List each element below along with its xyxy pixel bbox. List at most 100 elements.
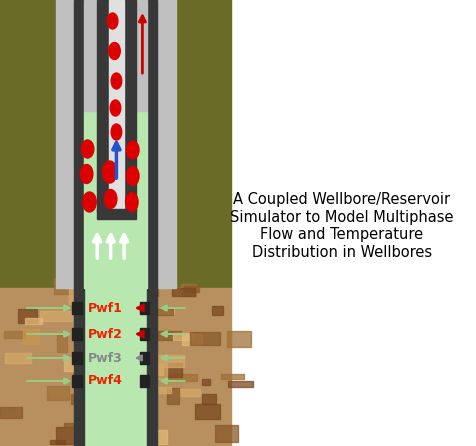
- Bar: [113, 282, 125, 295]
- Bar: [75, 315, 87, 329]
- Ellipse shape: [104, 190, 117, 208]
- Ellipse shape: [81, 140, 94, 158]
- Bar: [25, 318, 41, 324]
- Bar: [74, 0, 84, 288]
- Bar: [104, 385, 125, 402]
- Bar: [56, 0, 74, 288]
- Bar: [112, 416, 129, 425]
- Text: Pwf4: Pwf4: [88, 375, 122, 388]
- Bar: [124, 0, 136, 211]
- Bar: [47, 386, 69, 400]
- Bar: [167, 388, 179, 404]
- Ellipse shape: [109, 42, 120, 59]
- Bar: [120, 347, 136, 361]
- Bar: [120, 357, 149, 373]
- Bar: [228, 381, 253, 387]
- Bar: [84, 111, 147, 288]
- Bar: [184, 285, 199, 292]
- Bar: [172, 289, 195, 297]
- Bar: [71, 394, 81, 405]
- Bar: [76, 429, 103, 441]
- Bar: [138, 387, 171, 393]
- Bar: [69, 289, 81, 304]
- Bar: [156, 355, 184, 367]
- Ellipse shape: [111, 73, 122, 89]
- Bar: [153, 430, 168, 444]
- Bar: [116, 340, 141, 347]
- Bar: [182, 334, 202, 345]
- Ellipse shape: [111, 124, 122, 140]
- Bar: [56, 427, 85, 444]
- Bar: [4, 331, 25, 338]
- Bar: [18, 309, 37, 323]
- Ellipse shape: [127, 166, 139, 186]
- Bar: [202, 394, 216, 404]
- Bar: [221, 374, 244, 379]
- Bar: [64, 357, 92, 371]
- Bar: [5, 353, 31, 363]
- Bar: [173, 334, 193, 340]
- Bar: [157, 0, 176, 288]
- Bar: [176, 0, 231, 288]
- Bar: [0, 406, 22, 418]
- Bar: [215, 425, 238, 442]
- Bar: [72, 328, 82, 340]
- Bar: [147, 288, 157, 446]
- Bar: [50, 440, 65, 444]
- Bar: [84, 288, 147, 446]
- Text: Pwf2: Pwf2: [88, 327, 122, 340]
- Bar: [142, 288, 159, 296]
- Ellipse shape: [80, 165, 93, 183]
- Bar: [147, 0, 157, 288]
- Bar: [166, 374, 198, 381]
- Bar: [97, 0, 109, 211]
- Ellipse shape: [83, 192, 96, 212]
- Bar: [181, 285, 196, 296]
- Bar: [139, 352, 149, 364]
- Bar: [54, 278, 87, 293]
- Bar: [116, 329, 144, 339]
- Bar: [190, 332, 220, 345]
- Text: Pwf1: Pwf1: [88, 301, 122, 314]
- Bar: [57, 335, 67, 352]
- Bar: [140, 310, 172, 315]
- Ellipse shape: [102, 161, 117, 183]
- Ellipse shape: [127, 141, 139, 159]
- Bar: [202, 379, 210, 385]
- Ellipse shape: [126, 193, 138, 211]
- Bar: [119, 401, 137, 418]
- Bar: [139, 375, 149, 387]
- Bar: [153, 309, 174, 314]
- Text: A Coupled Wellbore/Reservoir
Simulator to Model Multiphase
Flow and Temperature
: A Coupled Wellbore/Reservoir Simulator t…: [230, 192, 453, 260]
- Bar: [64, 422, 95, 427]
- Bar: [142, 363, 167, 379]
- Bar: [134, 388, 155, 400]
- Bar: [84, 0, 147, 111]
- Bar: [99, 336, 125, 351]
- Bar: [178, 388, 200, 396]
- Text: Pwf3: Pwf3: [88, 351, 122, 364]
- Bar: [0, 288, 231, 446]
- Bar: [134, 364, 163, 376]
- Bar: [212, 306, 223, 315]
- Bar: [79, 325, 99, 334]
- Bar: [109, 0, 124, 211]
- Bar: [97, 209, 136, 219]
- Ellipse shape: [107, 13, 118, 29]
- Bar: [72, 375, 82, 387]
- Bar: [74, 288, 84, 446]
- Bar: [195, 404, 220, 419]
- Bar: [87, 407, 104, 419]
- Bar: [132, 307, 150, 324]
- Bar: [23, 329, 39, 344]
- Bar: [40, 311, 72, 321]
- Bar: [231, 0, 458, 446]
- Bar: [126, 380, 141, 397]
- Bar: [228, 331, 251, 347]
- Bar: [72, 352, 82, 364]
- Bar: [139, 328, 149, 340]
- Bar: [156, 331, 181, 340]
- Bar: [0, 0, 56, 288]
- Bar: [72, 302, 82, 314]
- Ellipse shape: [110, 100, 121, 116]
